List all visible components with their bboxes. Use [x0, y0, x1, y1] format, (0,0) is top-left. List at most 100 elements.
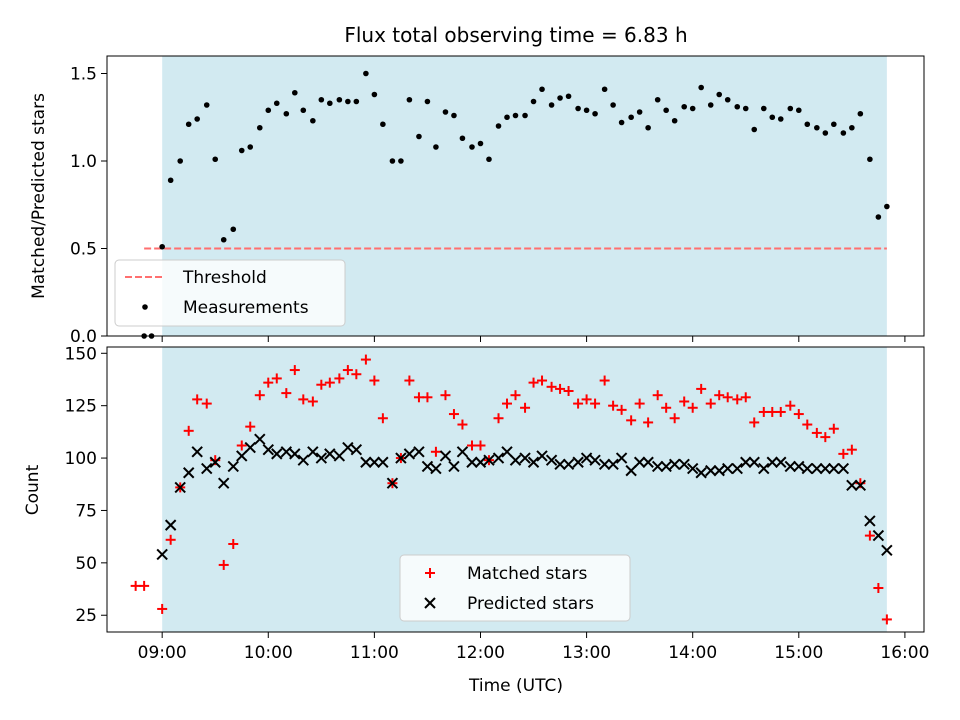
predicted-point [386, 477, 399, 489]
measurement-point [433, 144, 439, 150]
matched-point [652, 390, 663, 401]
bottom-ytick-label: 75 [75, 501, 97, 521]
measurement-point [380, 121, 386, 128]
top-ytick-label: 1.0 [70, 152, 97, 172]
measurement-point [406, 96, 413, 103]
measurement-point [822, 130, 829, 136]
xtick-label: 09:00 [138, 643, 187, 663]
measurement-point [177, 158, 184, 164]
measurement-point [495, 123, 502, 129]
matched-point [157, 603, 168, 614]
measurement-point [459, 135, 466, 142]
measurement-point [486, 156, 492, 163]
measurement-point [265, 107, 272, 114]
matched-point [342, 365, 353, 376]
matched-point [218, 559, 229, 570]
matched-point [714, 390, 725, 401]
measurement-point [522, 112, 528, 119]
measurement-point [840, 130, 847, 136]
matched-point [661, 402, 672, 413]
legend-matched-swatch [425, 568, 435, 578]
measurement-point [363, 70, 369, 77]
matched-point [254, 390, 265, 401]
predicted-point [333, 450, 346, 462]
measurement-point [336, 96, 343, 103]
bottom-ytick-label: 50 [75, 554, 97, 574]
measurement-point [512, 112, 519, 119]
measurement-point [557, 95, 563, 101]
predicted-point [280, 446, 293, 458]
measurement-point [469, 144, 475, 150]
predicted-point [651, 460, 664, 473]
predicted-point [731, 462, 743, 475]
measurement-point [716, 91, 723, 98]
predicted-point [201, 462, 213, 475]
matched-point [502, 398, 513, 409]
matched-point [608, 400, 619, 411]
matched-point [307, 396, 318, 407]
matched-point [236, 440, 247, 451]
predicted-point [483, 454, 495, 466]
legend-measurements-swatch [142, 304, 148, 310]
matched-point [722, 392, 733, 403]
predicted-point [545, 454, 558, 466]
measurement-point [565, 93, 572, 100]
predicted-point [846, 479, 858, 492]
measurement-point [300, 107, 307, 114]
predicted-point [448, 460, 460, 473]
predicted-point [686, 462, 699, 475]
measurement-point [663, 107, 669, 114]
matched-point [758, 406, 769, 417]
matched-point [475, 440, 486, 451]
predicted-point [421, 460, 434, 473]
measurement-point [875, 214, 882, 220]
matched-point [828, 423, 839, 434]
xtick-label: 15:00 [774, 643, 823, 663]
predicted-point [625, 464, 637, 477]
measurement-point [583, 107, 590, 114]
predicted-point [589, 454, 601, 466]
matched-point [289, 365, 300, 376]
predicted-point [598, 458, 611, 471]
predicted-point [271, 448, 283, 460]
predicted-point [580, 452, 593, 464]
measurement-point [724, 96, 731, 103]
predicted-point [360, 456, 372, 468]
predicted-point [156, 548, 168, 561]
matched-point [775, 406, 786, 417]
measurement-point [442, 109, 449, 115]
bottom-y-axis-label: Count [23, 464, 43, 515]
matched-point [430, 446, 441, 457]
predicted-point [722, 462, 734, 475]
measurement-point [220, 236, 227, 243]
matched-point [228, 538, 239, 549]
matched-point [881, 614, 892, 625]
measurement-point [636, 109, 643, 115]
predicted-point [254, 433, 266, 445]
matched-point [422, 392, 433, 403]
matched-point [192, 394, 203, 405]
measurement-point [371, 91, 378, 98]
measurement-point [628, 114, 634, 121]
matched-point [537, 375, 548, 386]
chart-title: Flux total observing time = 6.83 h [344, 23, 687, 47]
measurement-point [777, 116, 784, 122]
predicted-point [819, 462, 832, 475]
measurement-point [831, 121, 837, 128]
top-panel: 0.0 0.5 1.0 1.5 Matched/Predicted stars Thr… [29, 55, 925, 347]
measurement-point [256, 124, 263, 131]
predicted-point [324, 448, 336, 460]
matched-point [864, 530, 875, 541]
measurement-point [548, 102, 555, 108]
matched-point [457, 419, 468, 430]
measurement-point [742, 105, 749, 112]
measurement-point [203, 102, 210, 108]
legend-threshold-label: Threshold [182, 268, 267, 288]
bottom-ytick-label: 100 [65, 449, 97, 469]
measurement-point [398, 158, 404, 164]
predicted-point [607, 458, 619, 471]
measurement-point [804, 121, 811, 128]
measurement-point [689, 105, 696, 112]
matched-point [130, 580, 141, 591]
legend-measurements-label: Measurements [183, 298, 309, 318]
